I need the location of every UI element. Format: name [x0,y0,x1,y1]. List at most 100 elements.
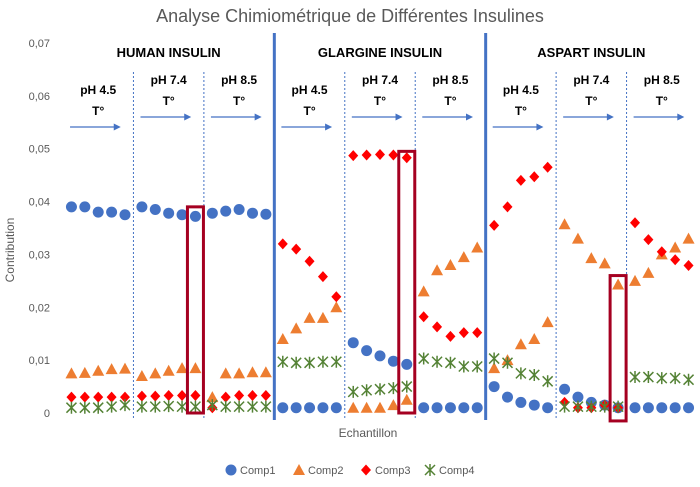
comp1-point [502,391,514,403]
comp1-point [277,402,289,414]
comp2-point [682,232,695,244]
comp2-point [233,367,246,379]
comp4-point [612,400,624,413]
comp1-point [176,209,188,221]
comp1-point [471,402,483,414]
ph-label: pH 7.4 [362,73,398,87]
comp3-point [361,149,372,161]
comp3-point [432,321,443,333]
group-headers: HUMAN INSULIN pH 4.5 T° pH 7.4 T° pH 8.5 T° GLA… [70,45,685,131]
comp2-point [105,363,118,375]
temperature-label: T° [374,94,386,108]
comp4-point [79,401,91,414]
comp4-point [528,368,540,381]
group-separators [132,33,628,420]
comp1-point [260,208,272,220]
ph-label: pH 4.5 [80,83,116,97]
comp1-point [528,399,540,411]
comp2-point [612,278,625,290]
comp1-point [233,204,245,215]
highlight-box [185,205,205,415]
comp1-point [669,402,681,414]
temperature-arrow-head [184,113,192,121]
comp2-point [65,367,78,379]
temperature-label: T° [585,94,597,108]
comp2-point [541,316,554,328]
comp3-point [291,243,302,255]
comp4-point [233,400,245,413]
y-tick-label: 0,05 [29,144,50,156]
comp1-point [642,402,654,414]
comp1-point [387,355,399,367]
comp4-point [374,383,386,396]
comp2-point [571,232,584,244]
temperature-label: T° [656,94,668,108]
comp2-point [330,301,343,313]
comp1-point [92,206,104,218]
comp4-point [599,400,611,413]
comp4-point [65,401,77,414]
comp4-point [176,400,188,413]
comp4-point [669,372,681,385]
comp1-point [149,204,161,215]
comp3-point [388,149,399,161]
x-axis-label: Echantillon [339,426,398,440]
temperature-arrow-head [677,113,685,121]
comp2-point [276,333,289,344]
comp2-point [471,241,484,253]
temperature-arrow-head [254,113,262,121]
comp2-point [219,367,232,379]
comp2-point [374,401,386,413]
comp3-point [106,391,117,403]
comp4-point [501,356,514,369]
comp1-point [206,207,218,219]
comp1-point [136,201,148,213]
comp4-point [572,400,584,413]
comp4-point [136,400,148,413]
comp3-point [150,390,161,402]
ph-label: pH 8.5 [221,73,257,87]
comp1-point [683,402,695,414]
comp3-point [445,330,456,342]
temperature-label: T° [233,94,245,108]
ph-label: pH 7.4 [573,73,609,87]
chart-title: Analyse Chimiométrique de Différentes In… [156,6,544,26]
comp4-point [361,384,373,397]
comp3-point [304,255,315,267]
comp4-point [515,367,527,380]
highlight-box [608,274,628,423]
comp3-point [220,391,231,403]
comp3-point [670,254,681,266]
comp3-point [630,217,641,229]
comp3-point [260,390,271,402]
legend-label: Comp4 [439,465,474,477]
temperature-label: T° [303,104,315,118]
ph-label: pH 8.5 [644,73,680,87]
comp3-point [375,149,385,161]
comp1-point [431,402,443,414]
comp1-point [189,210,201,222]
comp1-point [347,337,359,349]
legend-marker-comp2 [293,464,305,475]
group-label: HUMAN INSULIN [117,45,221,60]
comp3-point [234,390,245,402]
comp2-point [417,285,430,297]
comp2-point [514,338,527,350]
comp2-point [347,401,360,413]
comp1-point [304,402,316,414]
comp3-point [163,390,174,402]
comp1-point [361,345,373,357]
temperature-arrow-head [606,113,614,121]
comp4-point [260,400,272,413]
comp3-point [317,271,328,283]
data-points [65,149,695,414]
y-tick-label: 0 [44,408,50,420]
comp1-point [163,207,175,219]
comp1-point [79,201,91,213]
comp1-point [656,402,668,414]
comp4-point [330,355,342,368]
y-tick-label: 0,01 [29,355,50,367]
legend: Comp1 Comp2 Comp3 Comp4 [225,464,474,477]
comp1-point [488,381,500,393]
